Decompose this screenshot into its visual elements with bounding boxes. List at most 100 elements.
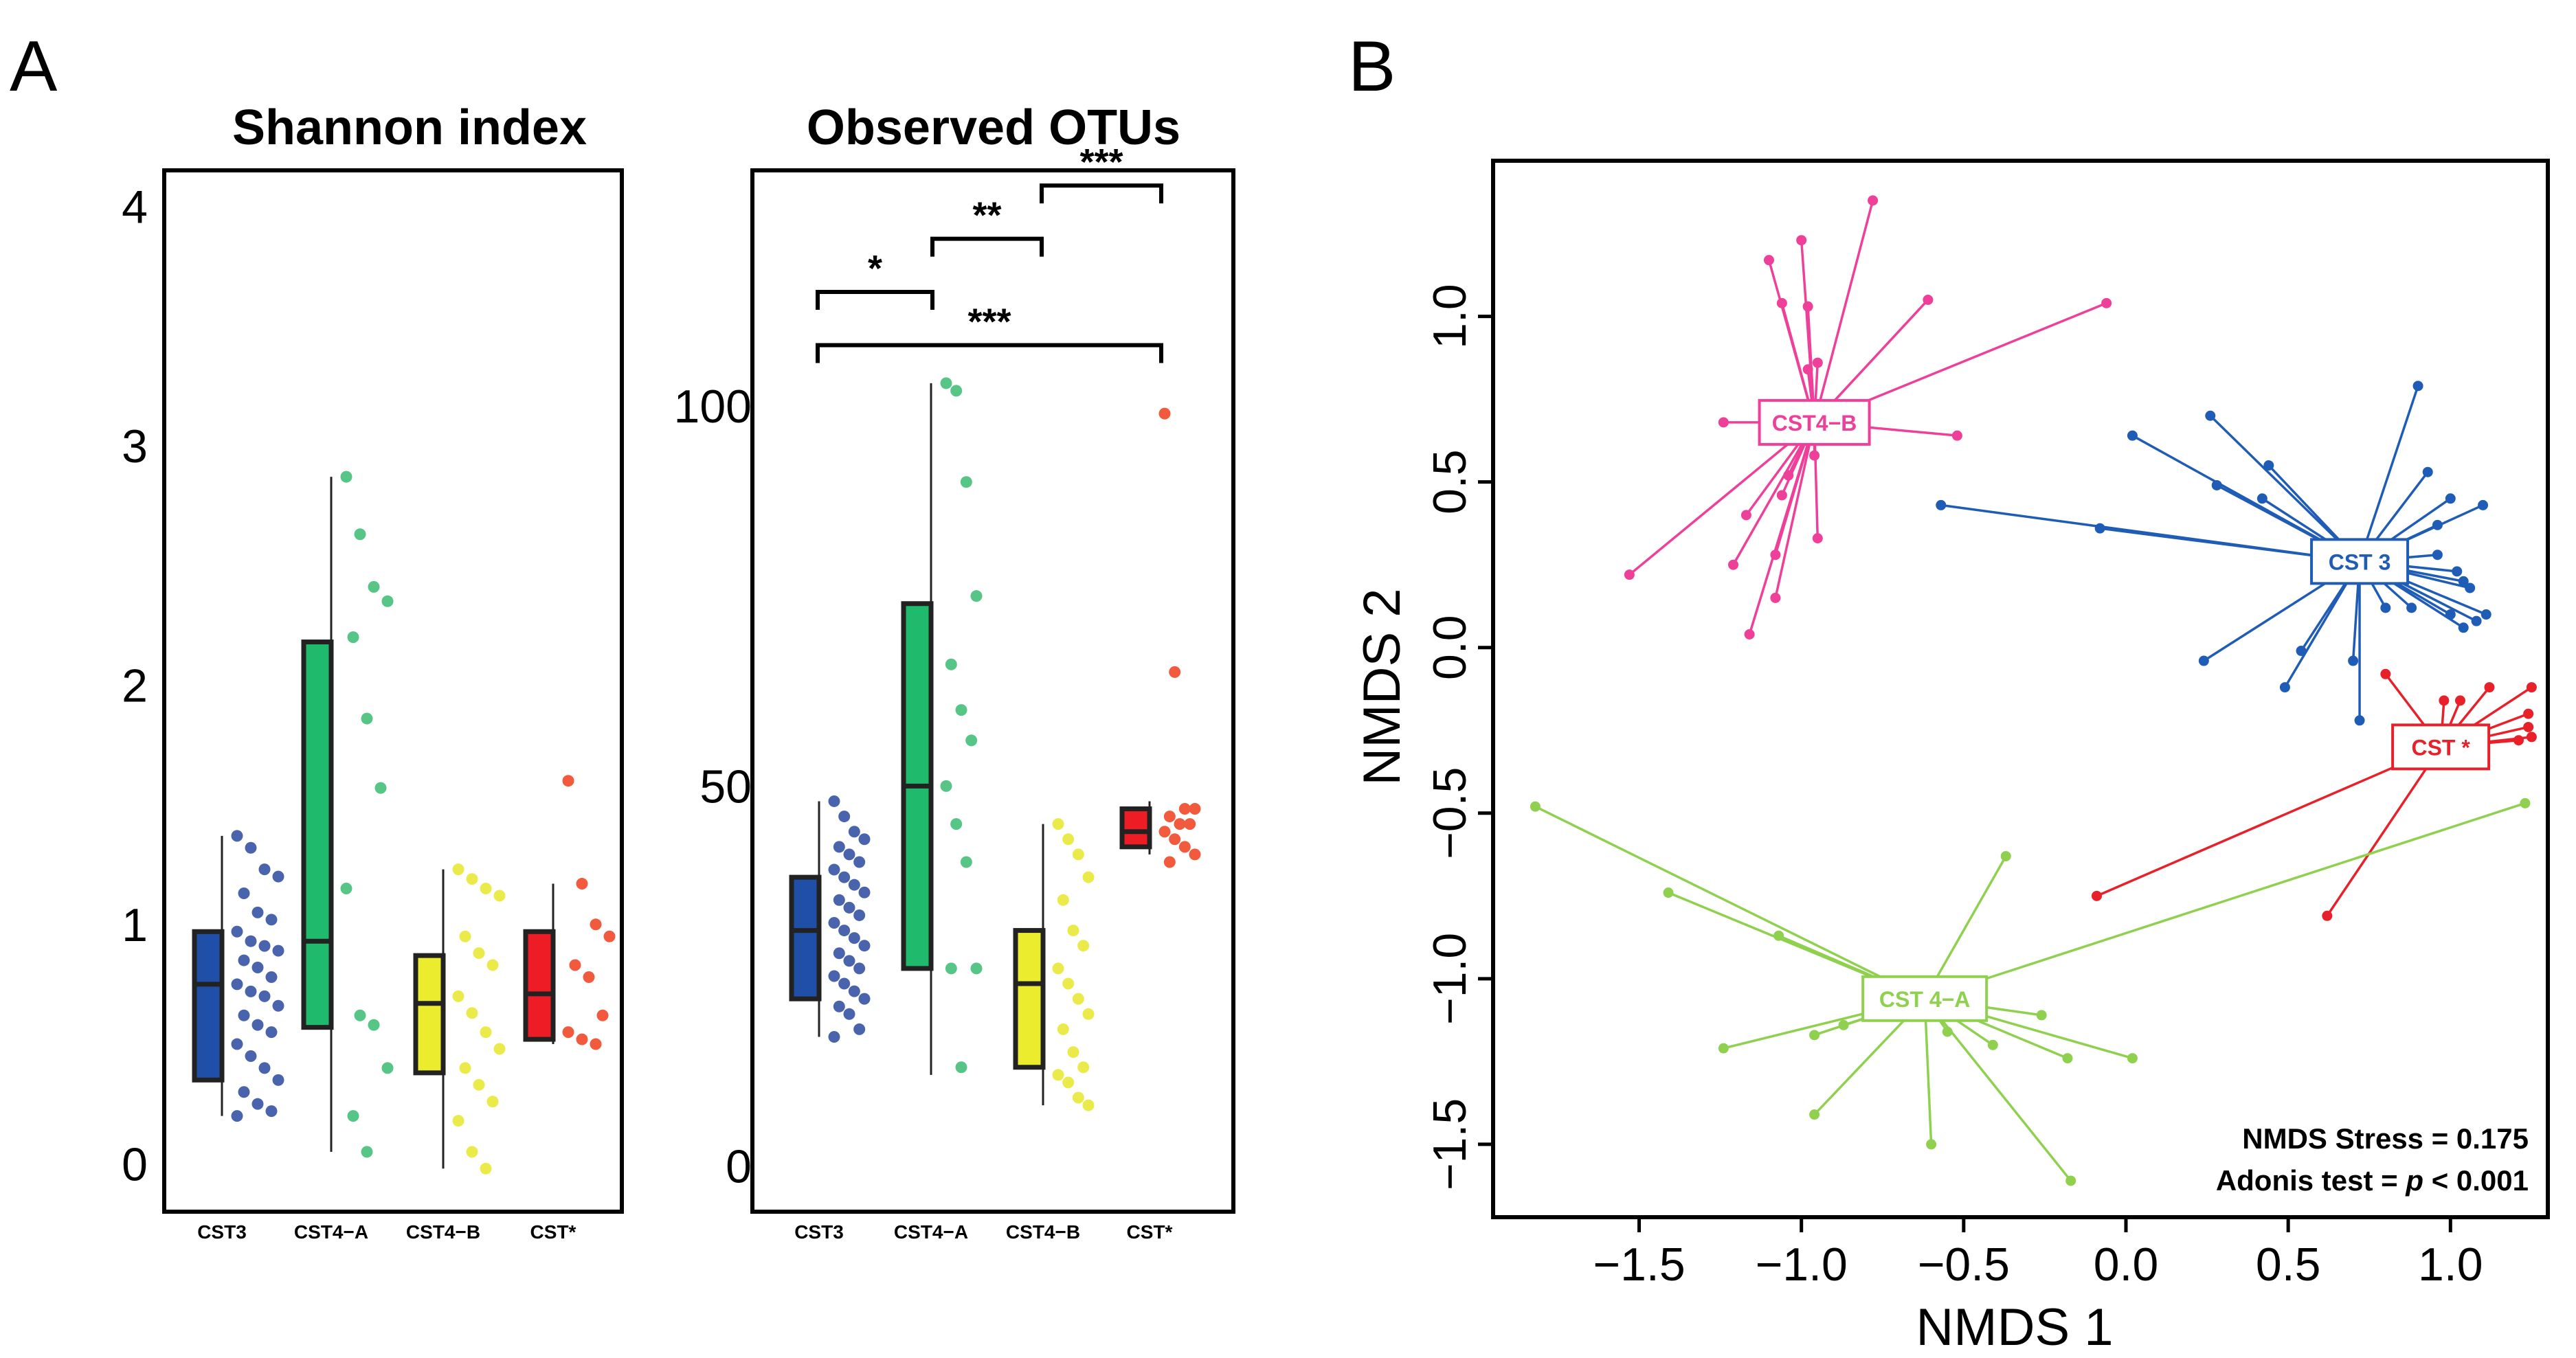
nmds-point <box>2127 430 2138 441</box>
nmds-point <box>2458 622 2469 633</box>
otus-point <box>843 901 855 914</box>
shannon-point <box>583 971 595 983</box>
shannon-point <box>265 1026 278 1039</box>
shannon-point <box>258 863 271 876</box>
nmds-point <box>1809 1109 1820 1120</box>
shannon-point <box>340 471 352 483</box>
nmds-point <box>2101 297 2112 308</box>
nmds-point <box>1802 364 1813 375</box>
otus-category-label: CST3 <box>794 1221 844 1243</box>
nmds-centroid-box <box>1861 975 1989 1022</box>
nmds-spider-line <box>1732 422 1816 566</box>
nmds-point <box>2513 735 2524 746</box>
shannon-point <box>272 870 284 883</box>
shannon-point <box>347 1110 359 1122</box>
nmds-point <box>1718 417 1729 428</box>
nmds-point <box>1773 930 1784 941</box>
nmds-point <box>1951 430 1962 441</box>
otus-point <box>838 811 851 823</box>
shannon-point <box>368 580 380 593</box>
otus-y-tick: 100 <box>674 381 752 433</box>
nmds-point <box>2454 695 2465 706</box>
nmds-point <box>2062 1053 2073 1064</box>
nmds-frame <box>1491 159 2550 1219</box>
nmds-spider-lines <box>1534 200 2533 1182</box>
nmds-spider-line <box>1923 997 2072 1182</box>
nmds-spider-line <box>1924 802 2526 1000</box>
shannon-point <box>590 1038 602 1050</box>
shannon-point <box>272 944 284 957</box>
significance-label: *** <box>1079 142 1123 183</box>
nmds-spider-line <box>1628 421 1815 576</box>
shannon-index-chart: Shannon index 0 1 2 3 4 CST3 CST4−A CST4−B CST* <box>122 100 624 1243</box>
nmds-point <box>2036 1010 2047 1021</box>
nmds-spider-line <box>1800 240 1816 423</box>
nmds-point <box>2458 576 2469 587</box>
nmds-point <box>2000 850 2011 861</box>
shannon-point <box>480 883 492 895</box>
nmds-point <box>2091 890 2102 901</box>
nmds-spider-line <box>2209 414 2361 563</box>
shannon-point <box>493 890 506 902</box>
significance-label: *** <box>967 302 1011 343</box>
nmds-point <box>1763 255 1774 266</box>
nmds-y-tick-label: 0.0 <box>1424 615 1476 680</box>
shannon-point <box>251 1019 264 1031</box>
shannon-point <box>452 863 464 876</box>
shannon-point <box>258 990 271 1002</box>
otus-point <box>1077 1061 1090 1074</box>
otus-point <box>1052 962 1064 975</box>
shannon-point <box>347 631 359 644</box>
nmds-x-tick-label: 0.5 <box>2256 1238 2321 1291</box>
shannon-category-label: CST3 <box>197 1221 247 1243</box>
nmds-point <box>1923 294 1934 305</box>
nmds-point <box>1776 297 1787 308</box>
shannon-category-label: CST4−A <box>294 1221 368 1243</box>
otus-point <box>828 970 840 982</box>
shannon-point <box>590 918 602 931</box>
otus-point <box>1184 818 1196 830</box>
nmds-point <box>2422 466 2433 477</box>
otus-point <box>1077 940 1090 952</box>
otus-point <box>853 909 866 921</box>
otus-point <box>1057 894 1069 906</box>
nmds-centroid-label: CST4−B <box>1772 411 1857 435</box>
otus-point <box>838 871 851 883</box>
shannon-category-labels: CST3 CST4−A CST4−B CST* <box>197 1221 576 1243</box>
shannon-category-label: CST* <box>530 1221 576 1243</box>
otus-point <box>1158 407 1171 420</box>
nmds-point <box>2348 655 2359 666</box>
nmds-point <box>1530 801 1541 812</box>
nmds-spider-line <box>1534 805 1925 1000</box>
otus-title: Observed OTUs <box>807 100 1180 155</box>
nmds-point <box>2263 460 2274 471</box>
nmds-spider-line <box>1774 422 1816 598</box>
otus-frame <box>750 168 1235 1214</box>
shannon-point <box>238 1009 250 1021</box>
otus-point <box>950 385 963 397</box>
shannon-point <box>493 1043 506 1055</box>
otus-point <box>858 993 871 1005</box>
shannon-point <box>251 962 264 974</box>
otus-point <box>1062 977 1075 990</box>
shannon-y-tick: 3 <box>122 420 148 473</box>
nmds-point <box>1770 550 1781 561</box>
nmds-centroid-box <box>1758 398 1871 446</box>
otus-point <box>838 977 851 990</box>
otus-point <box>1169 666 1181 678</box>
shannon-point <box>238 887 250 899</box>
nmds-point <box>2412 381 2423 392</box>
shannon-box <box>413 953 446 1076</box>
otus-point <box>1082 1008 1095 1020</box>
shannon-point <box>466 1007 478 1019</box>
shannon-point <box>452 1115 464 1127</box>
shannon-point <box>272 999 284 1012</box>
nmds-point <box>1728 559 1739 570</box>
nmds-point <box>2432 550 2443 561</box>
nmds-point <box>2484 682 2495 693</box>
nmds-point <box>1663 887 1674 898</box>
otus-significance-brackets: ********* <box>816 142 1163 363</box>
nmds-y-tick-label: −1.5 <box>1424 1098 1476 1190</box>
shannon-box <box>523 929 556 1042</box>
otus-point <box>833 841 845 853</box>
